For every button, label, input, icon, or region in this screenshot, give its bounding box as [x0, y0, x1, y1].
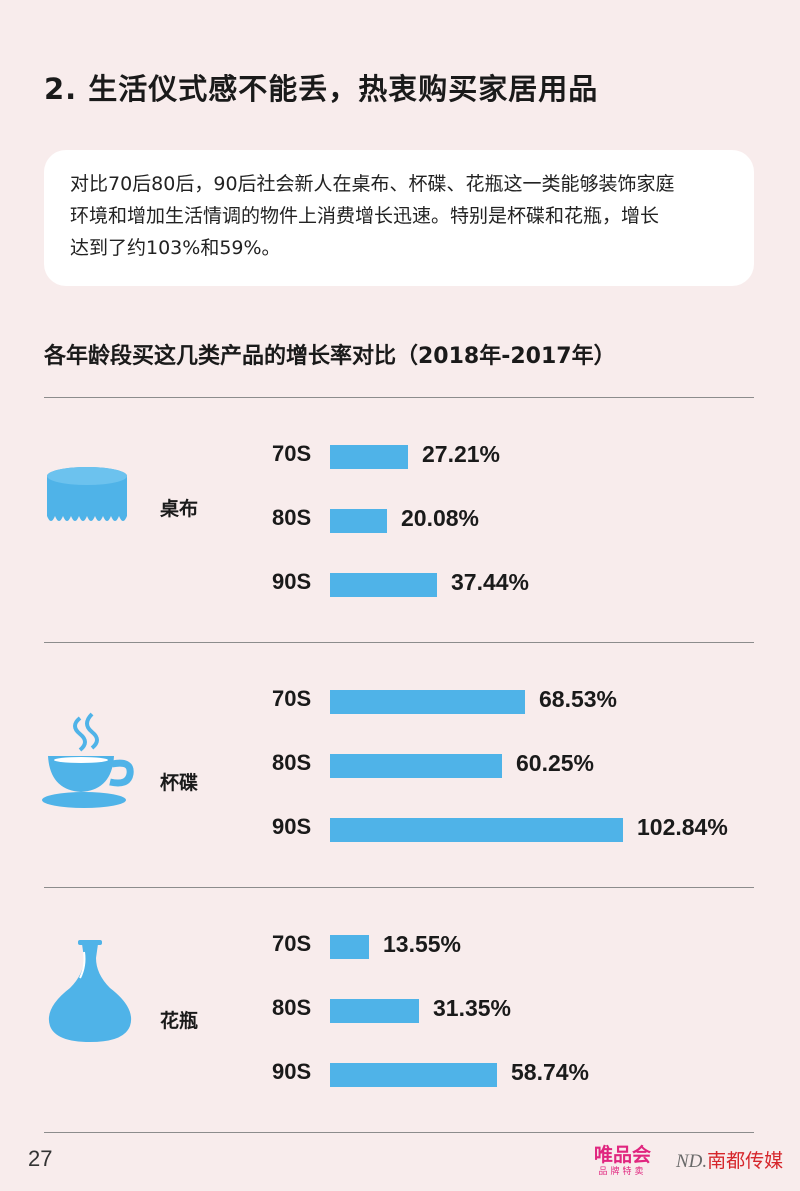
- page-headline: 2. 生活仪式感不能丢，热衷购买家居用品: [44, 72, 599, 106]
- value-label: 37.44%: [451, 569, 530, 595]
- vip-logo-main: 唯品会: [594, 1144, 652, 1166]
- value-label: 58.74%: [511, 1059, 590, 1085]
- age-label: 90S: [272, 814, 312, 839]
- bar: [330, 573, 437, 597]
- value-label: 31.35%: [433, 995, 512, 1021]
- age-label: 70S: [272, 686, 312, 711]
- divider: [44, 642, 754, 643]
- bar: [330, 935, 369, 959]
- value-label: 102.84%: [637, 814, 728, 840]
- category-label: 桌布: [160, 498, 199, 520]
- value-label: 20.08%: [401, 505, 480, 531]
- bar: [330, 1063, 497, 1087]
- nd-logo-name: 南都传媒: [707, 1150, 784, 1172]
- cup-saucer-icon: [40, 712, 136, 814]
- bar: [330, 999, 419, 1023]
- bar: [330, 690, 525, 714]
- divider: [44, 887, 754, 888]
- category-label: 杯碟: [160, 772, 199, 794]
- summary-line: 达到了约103%和59%。: [70, 237, 281, 259]
- page-number: 27: [28, 1146, 53, 1171]
- bar: [330, 445, 408, 469]
- summary-line: 对比70后80后，90后社会新人在桌布、杯碟、花瓶这一类能够装饰家庭: [70, 173, 675, 195]
- chart-title: 各年龄段买这几类产品的增长率对比（2018年-2017年）: [44, 344, 616, 369]
- bar: [330, 509, 387, 533]
- value-label: 68.53%: [539, 686, 618, 712]
- value-label: 13.55%: [383, 931, 462, 957]
- bar: [330, 754, 502, 778]
- value-label: 27.21%: [422, 441, 501, 467]
- divider: [44, 1132, 754, 1133]
- age-label: 80S: [272, 505, 312, 530]
- bar: [330, 818, 623, 842]
- age-label: 90S: [272, 569, 312, 594]
- age-label: 90S: [272, 1059, 312, 1084]
- value-label: 60.25%: [516, 750, 595, 776]
- age-label: 70S: [272, 441, 312, 466]
- age-label: 70S: [272, 931, 312, 956]
- divider: [44, 397, 754, 398]
- age-label: 80S: [272, 995, 312, 1020]
- age-label: 80S: [272, 750, 312, 775]
- category-label: 花瓶: [160, 1010, 199, 1032]
- nd-logo-mark: ND.: [676, 1151, 708, 1172]
- summary-card: 对比70后80后，90后社会新人在桌布、杯碟、花瓶这一类能够装饰家庭 环境和增加…: [44, 150, 754, 286]
- vase-icon: [40, 938, 140, 1054]
- vip-logo: 唯品会 品牌特卖: [594, 1146, 651, 1177]
- summary-line: 环境和增加生活情调的物件上消费增长迅速。特别是杯碟和花瓶，增长: [70, 205, 660, 227]
- vip-logo-sub: 品牌特卖: [598, 1167, 647, 1177]
- tablecloth-icon: [44, 466, 130, 534]
- nd-logo: ND.南都传媒: [676, 1150, 784, 1172]
